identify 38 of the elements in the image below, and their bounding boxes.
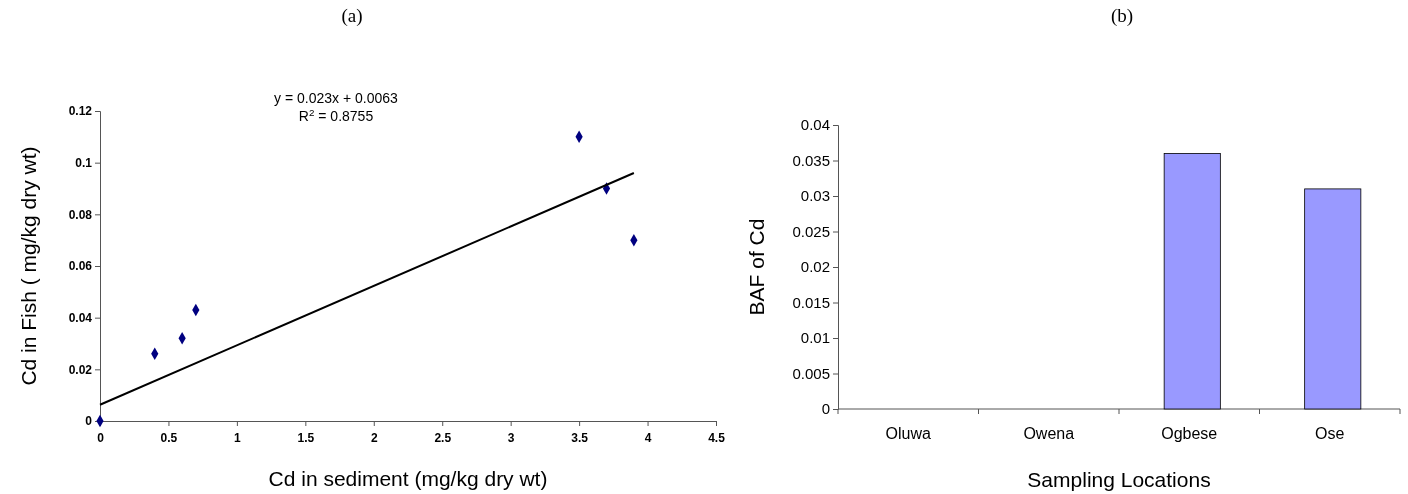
x-axis-title: Cd in sediment (mg/kg dry wt) <box>268 467 548 490</box>
text: y = 0.023x + 0.0063 <box>274 90 399 106</box>
annotation: R$^{2}$ = 0.8755 <box>298 106 374 124</box>
y-tick-label: 0 <box>85 414 93 429</box>
y-tick-label: 0.08 <box>68 207 93 222</box>
y-tick-label: 0.02 <box>68 362 93 377</box>
x-tick-label: 1 <box>234 431 242 446</box>
y-tick-label: 0.025 <box>792 222 830 240</box>
y-tick-label: 0.01 <box>800 329 830 347</box>
y-tick-label: 0.12 <box>68 104 93 119</box>
x-tick-label: Ose <box>1315 425 1345 442</box>
y-tick-label: 0.04 <box>68 311 93 326</box>
y-tick-label: 0.04 <box>800 116 830 134</box>
chart-title: (b) <box>1110 5 1134 27</box>
x-axis-title: Sampling Locations <box>1027 468 1211 491</box>
y-tick-label: 0.03 <box>800 187 830 205</box>
x-tick-label: 0 <box>97 431 105 446</box>
x-tick-label: Oluwa <box>885 425 932 442</box>
x-tick-label: Owena <box>1023 425 1075 442</box>
y-tick-label: 0 <box>821 400 830 418</box>
x-tick-label: 4.5 <box>708 431 726 446</box>
y-tick-label: 0.06 <box>68 259 93 274</box>
x-tick-label: 3 <box>507 431 515 446</box>
x-tick-label: 4 <box>644 431 652 446</box>
x-tick-label: 3.5 <box>571 431 589 446</box>
y-axis-title: Cd in Fish ( mg/kg dry wt) <box>17 146 40 386</box>
y-tick-label: 0.015 <box>792 293 830 311</box>
y-tick-label: 0.005 <box>792 364 830 382</box>
x-tick-label: 0.5 <box>160 431 178 446</box>
y-tick-label: 0.035 <box>792 151 830 169</box>
y-axis-title: BAF of Cd <box>745 218 768 316</box>
x-tick-label: 1.5 <box>297 431 315 446</box>
x-tick-label: 2 <box>370 431 378 446</box>
chart-title: (a) <box>341 5 363 27</box>
x-tick-label: 2.5 <box>434 431 452 446</box>
x-tick-label: Ogbese <box>1161 425 1218 442</box>
y-tick-label: 0.02 <box>800 258 830 276</box>
y-tick-label: 0.1 <box>75 156 93 171</box>
